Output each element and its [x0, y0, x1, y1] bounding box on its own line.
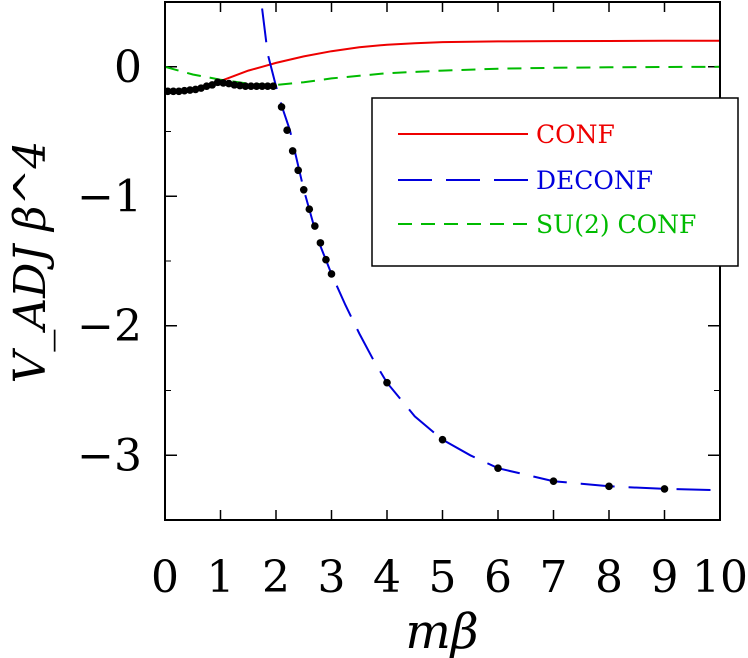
data-point — [236, 81, 244, 90]
data-point — [247, 82, 255, 90]
data-point — [322, 255, 330, 264]
data-point — [288, 147, 297, 155]
data-point — [299, 185, 308, 194]
x-axis-title: mβ — [405, 604, 478, 658]
data-point — [241, 82, 250, 90]
data-point — [230, 81, 239, 89]
data-point — [605, 482, 613, 491]
legend-box — [371, 97, 739, 267]
series-line-deconf — [261, 8, 721, 492]
data-point — [213, 78, 222, 87]
data-point — [494, 464, 502, 473]
data-point — [252, 82, 261, 90]
x-tick-label: 2 — [262, 552, 290, 603]
x-tick-label: 10 — [692, 552, 748, 603]
x-tick-label: 0 — [151, 552, 179, 603]
x-tick-labels: 0 1 2 3 4 5 6 7 8 9 10 — [151, 552, 748, 603]
y-tick-label: −2 — [77, 301, 142, 352]
y-axis-title: V_ADJ β^4 — [5, 141, 56, 384]
data-points — [163, 78, 669, 493]
x-tick-label: 5 — [429, 552, 457, 603]
y-tick-label: −1 — [77, 171, 142, 222]
x-tick-label: 3 — [318, 552, 346, 603]
data-point — [660, 485, 669, 493]
data-point — [549, 477, 558, 485]
y-tick-label: 0 — [114, 42, 142, 93]
x-tick-label: 9 — [651, 552, 679, 603]
x-tick-label: 4 — [373, 552, 401, 603]
data-point — [263, 82, 272, 90]
data-point — [311, 222, 319, 230]
legend-label-deconf: DECONF — [536, 166, 653, 195]
data-point — [327, 270, 336, 278]
x-tick-label: 8 — [595, 552, 623, 603]
data-point — [269, 82, 278, 90]
data-point — [258, 82, 266, 90]
data-point — [277, 103, 286, 111]
series-line-su-2-conf — [164, 65, 721, 86]
data-point — [175, 87, 183, 96]
data-point — [180, 86, 189, 95]
data-point — [383, 378, 391, 387]
legend: CONF DECONF SU(2) CONF — [371, 97, 739, 267]
data-point — [316, 239, 325, 247]
x-tick-label: 7 — [540, 552, 568, 603]
y-tick-labels: 0 −1 −2 −3 — [77, 42, 142, 482]
data-point — [169, 87, 178, 96]
legend-label-conf: CONF — [536, 120, 615, 149]
data-point — [186, 86, 194, 94]
y-tick-label: −3 — [77, 430, 142, 481]
data-point — [305, 205, 314, 213]
data-point — [294, 166, 303, 175]
legend-label-su2-conf: SU(2) CONF — [536, 210, 696, 239]
data-point — [438, 435, 447, 444]
x-tick-label: 1 — [207, 552, 235, 603]
data-point — [219, 79, 228, 87]
data-point — [283, 126, 291, 135]
x-tick-label: 6 — [484, 552, 512, 603]
